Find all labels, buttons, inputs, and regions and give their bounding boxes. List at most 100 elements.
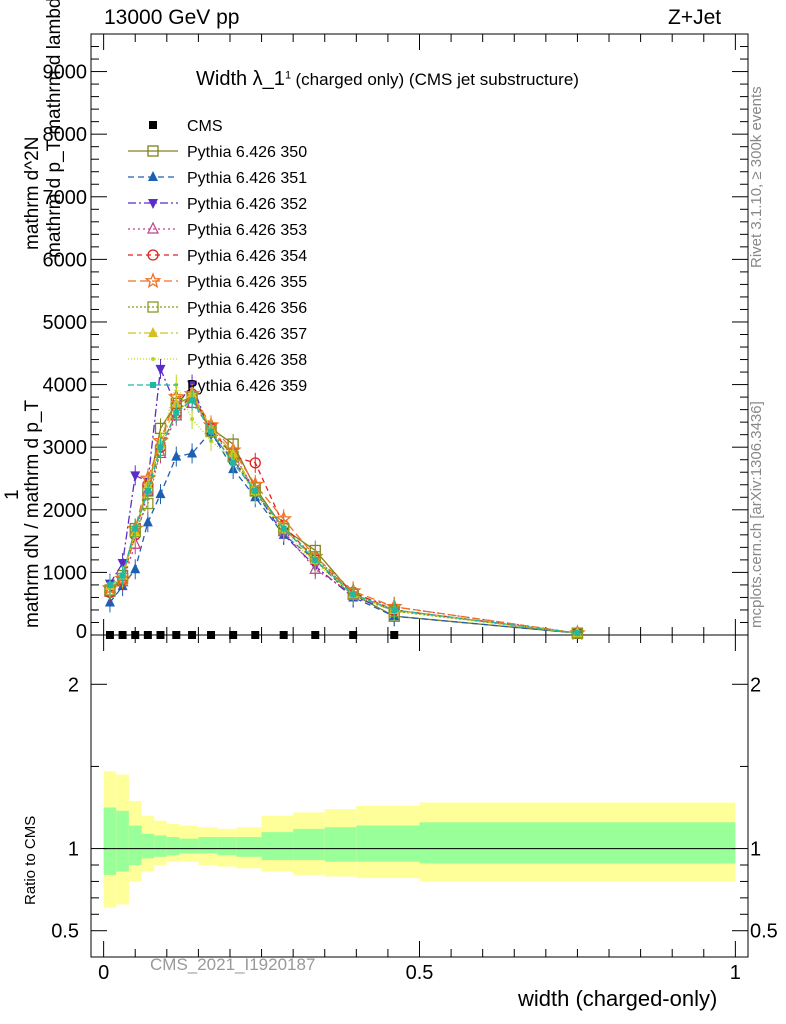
data-point [130,563,141,574]
green-band-bin [154,835,167,857]
main-y-tick-label: 1000 [43,562,88,584]
legend-entry: Pythia 6.426 350 [128,144,307,161]
green-band-bin [128,825,142,865]
plot-title: Width λ_11 (charged only) (CMS jet subst… [196,68,579,91]
main-y-tick-label: 2000 [43,500,88,522]
series-line [109,396,578,634]
x-tick-label: 1 [730,962,741,984]
series-cms [105,631,582,639]
ratio-y-label: Ratio to CMS [22,815,39,905]
legend-marker [148,171,158,181]
data-point [172,631,181,639]
data-point [350,591,357,598]
green-band-bin [179,838,199,854]
data-point [117,559,128,570]
legend-label: Pythia 6.426 354 [187,248,307,265]
legend-label: Pythia 6.426 358 [187,352,307,369]
legend-label: CMS [187,118,223,135]
legend-label: Pythia 6.426 359 [187,378,307,395]
legend-label: Pythia 6.426 355 [187,274,307,291]
data-point [229,631,238,639]
main-y-tick-label: 3000 [43,437,88,459]
series-pythia-6-426-359 [106,390,581,637]
data-point [252,488,259,495]
series-line [109,366,578,634]
data-point [309,561,322,574]
legend-marker [149,121,157,129]
plot-title-main: Width λ_1 [196,68,285,90]
series-line [109,402,578,634]
legend-entry: CMS [149,118,223,135]
data-point [105,631,114,639]
energy-label: 13000 GeV pp [104,6,240,29]
green-band-bin [103,807,117,875]
series-line [109,399,578,634]
data-point [157,444,164,451]
data-point [132,525,139,532]
legend-entry: Pythia 6.426 353 [128,221,307,239]
y-label-frac2-den: mathrm dN / mathrm d p_T [22,399,43,628]
watermark: CMS_2021_I1920187 [150,955,316,974]
legend-entry: Pythia 6.426 358 [128,352,307,369]
legend-entry: Pythia 6.426 359 [128,378,307,395]
legend-entry: Pythia 6.426 355 [128,272,307,291]
x-tick-label: 0.5 [406,962,434,984]
green-band-bin [217,837,237,856]
data-point [280,525,287,532]
green-band-bin [293,828,325,861]
series-pythia-6-426-355 [101,383,586,641]
legend-marker [148,199,158,209]
data-point [190,417,195,422]
data-point [207,631,216,639]
process-label: Z+Jet [668,6,722,29]
data-point [279,631,288,639]
legend-marker [147,301,159,313]
y-label-frac2-num: 1 [2,489,23,500]
data-point [251,631,260,639]
data-point [155,364,166,375]
legend-entry: Pythia 6.426 356 [128,300,307,317]
ratio-frame [90,634,749,958]
y-label-frac1-den: mathrm d p_T mathrm d lambda [44,0,65,258]
legend-marker [147,221,159,234]
data-point [390,631,399,639]
data-point [230,459,237,466]
legend-label: Pythia 6.426 357 [187,326,307,343]
legend-entry: Pythia 6.426 354 [128,248,307,265]
data-point [187,447,198,458]
legend-entry: Pythia 6.426 352 [128,196,307,213]
main-y-tick-label: 4000 [43,375,88,397]
legend-label: Pythia 6.426 350 [187,144,307,161]
data-point [119,572,126,579]
legend-entry: Pythia 6.426 357 [128,326,307,343]
data-point [143,631,152,639]
data-point [142,516,153,527]
main-y-tick-label: 7000 [43,187,88,209]
legend-marker [148,327,158,337]
ratio-y-tick-label: 1 [68,839,79,861]
legend-label: Pythia 6.426 353 [187,222,307,239]
data-point [156,631,165,639]
data-point [574,630,581,637]
series-pythia-6-426-353 [103,393,584,638]
main-y-tick-label: 5000 [43,312,88,334]
data-point [106,581,113,588]
legend-entry: Pythia 6.426 351 [128,170,307,187]
green-band-bin [324,827,357,862]
series-line [109,430,578,634]
y-label-frac1-num: mathrm d^2N [22,136,43,250]
data-point [312,556,319,563]
legend-label: Pythia 6.426 356 [187,300,307,317]
data-point [249,457,261,469]
ratio-y-tick-label-right: 2 [750,674,761,696]
data-point [155,488,166,499]
data-point [131,631,140,639]
legend-marker [147,145,159,157]
legend-marker [147,249,159,261]
main-y-tick-label: 9000 [43,62,88,84]
data-point [144,488,151,495]
mcplots-label: mcplots.cern.ch [arXiv:1306.3436] [748,401,765,628]
main-y-tick-label: 6000 [43,249,88,271]
series-line [109,393,578,634]
